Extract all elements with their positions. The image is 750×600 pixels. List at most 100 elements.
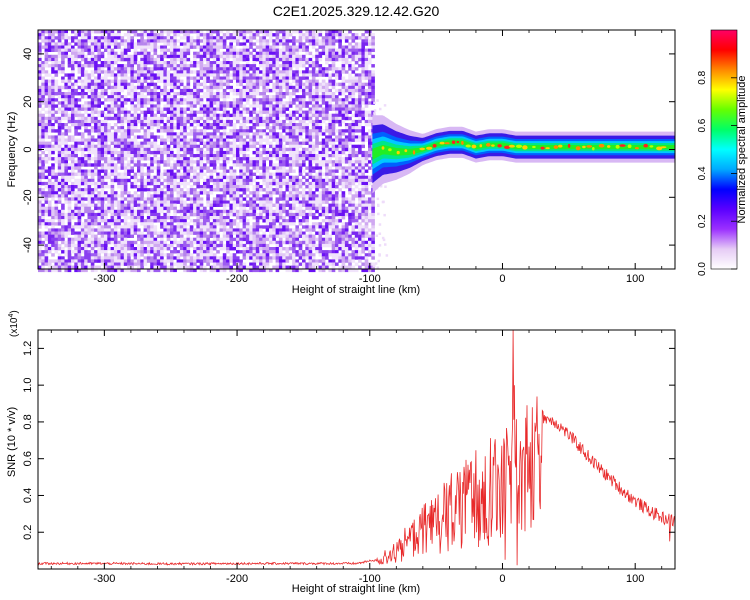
spectrogram-cell [226, 265, 230, 269]
spectrogram-cell [113, 113, 118, 118]
spectrogram-cell [80, 240, 85, 245]
spectrogram-cell [288, 104, 293, 108]
spectrogram-cell [226, 209, 230, 214]
spectrogram-cell [107, 73, 111, 77]
spectrogram-cell [272, 181, 276, 186]
spectrogram-cell [226, 203, 230, 207]
spectrogram-cell [153, 256, 158, 260]
spectrogram-cell [140, 123, 144, 127]
spectrogram-cell [288, 191, 293, 195]
spectrogram-cell [87, 36, 92, 40]
spectrogram-cell [236, 36, 240, 40]
spectrogram-cell [123, 135, 128, 139]
spectrogram-cell [212, 67, 217, 71]
spectrogram-cell [216, 61, 220, 65]
spectrogram-cell [97, 42, 101, 46]
spectrogram-cell [47, 64, 52, 68]
spectrogram-cell [222, 36, 227, 40]
spectrogram-cell [242, 30, 247, 34]
spectrogram-cell [255, 119, 260, 124]
spectrogram-cell [216, 154, 220, 158]
spectrogram-cell [189, 259, 194, 263]
spectrogram-cell [173, 126, 177, 130]
spectrogram-cell [203, 54, 207, 59]
spectrogram-cell [222, 119, 227, 124]
spectrogram-cell [41, 188, 45, 192]
spectrogram-cell [189, 256, 194, 260]
spectrogram-cell [90, 138, 95, 142]
spectrogram-cell [64, 51, 68, 56]
spectrogram-cell [44, 234, 49, 238]
spectrogram-cell [183, 212, 187, 217]
spectrogram-cell [38, 197, 42, 201]
spectrogram-cell [163, 222, 167, 226]
spectrogram-cell [219, 42, 224, 46]
spectrogram-cell [232, 98, 237, 102]
spectrogram-cell [282, 169, 286, 173]
spectrogram-cell [219, 240, 224, 245]
spectrogram-cell [272, 73, 276, 77]
spectrogram-cell [87, 265, 92, 269]
spectrogram-cell [236, 234, 240, 238]
spectrogram-cell [90, 262, 95, 266]
spectrogram-cell [97, 76, 101, 80]
spectrogram-cell [133, 181, 138, 186]
spectrogram-cell [236, 160, 240, 164]
spectrogram-cell [57, 135, 62, 139]
spectrogram-cell [189, 225, 194, 229]
spectrogram-cell [199, 247, 204, 251]
spectrogram-cell [61, 169, 65, 173]
spectrogram-cell [120, 129, 125, 133]
spectrogram-cell [120, 70, 125, 74]
spectrogram-cell [236, 194, 240, 198]
spectrogram-cell [140, 70, 144, 74]
spectrogram-cell [173, 185, 177, 189]
spectrogram-cell [64, 42, 68, 46]
spectrogram-cell [222, 82, 227, 87]
spectrogram-cell [269, 175, 273, 180]
spectrogram-cell [278, 144, 283, 149]
spectrogram-cell [150, 67, 154, 71]
spectrogram-cell [232, 222, 237, 226]
spectrogram-cell [186, 85, 191, 90]
spectrogram-cell [130, 42, 134, 46]
spectrogram-cell [137, 129, 141, 133]
spectrogram-cell [57, 212, 62, 217]
spectrogram-cell [90, 265, 95, 269]
spectrogram-cell [153, 250, 158, 254]
spectrogram-cell [216, 88, 220, 93]
spectrogram-cell [236, 54, 240, 59]
spectrogram-cell [249, 141, 253, 145]
spectrogram-cell [120, 262, 125, 266]
spectrogram-cell [212, 76, 217, 80]
spectrogram-cell [269, 48, 273, 52]
spectrogram-cell [196, 54, 200, 59]
spectrogram-cell [38, 116, 42, 121]
spectrogram-cell [156, 212, 161, 217]
spectrogram-cell [113, 265, 118, 269]
spectrogram-cell [278, 154, 283, 158]
spectrogram-cell [288, 154, 293, 158]
spectrogram-cell [80, 85, 85, 90]
spectrogram-cell [278, 185, 283, 189]
spectrogram-cell [146, 42, 151, 46]
spectrogram-cell [252, 172, 257, 176]
spectrogram-cell [282, 231, 286, 235]
spectrogram-cell [143, 30, 148, 34]
spectrogram-cell [179, 175, 184, 180]
spectrogram-cell [87, 135, 92, 139]
spectrogram-cell [222, 169, 227, 173]
spectrogram-cell [41, 197, 45, 201]
spectrogram-cell [87, 30, 92, 34]
spectrogram-cell [54, 240, 59, 245]
spectrogram-cell [242, 107, 247, 111]
spectrogram-cell [199, 147, 204, 152]
spectrogram-cell [186, 172, 191, 176]
spectrogram-cell [44, 256, 49, 260]
spectrogram-cell [90, 141, 95, 145]
spectrogram-cell [146, 166, 151, 170]
spectrogram-cell [127, 119, 131, 124]
spectrogram-cell [87, 237, 92, 242]
spectrogram-cell [117, 231, 121, 235]
spectrogram-cell [166, 101, 171, 105]
